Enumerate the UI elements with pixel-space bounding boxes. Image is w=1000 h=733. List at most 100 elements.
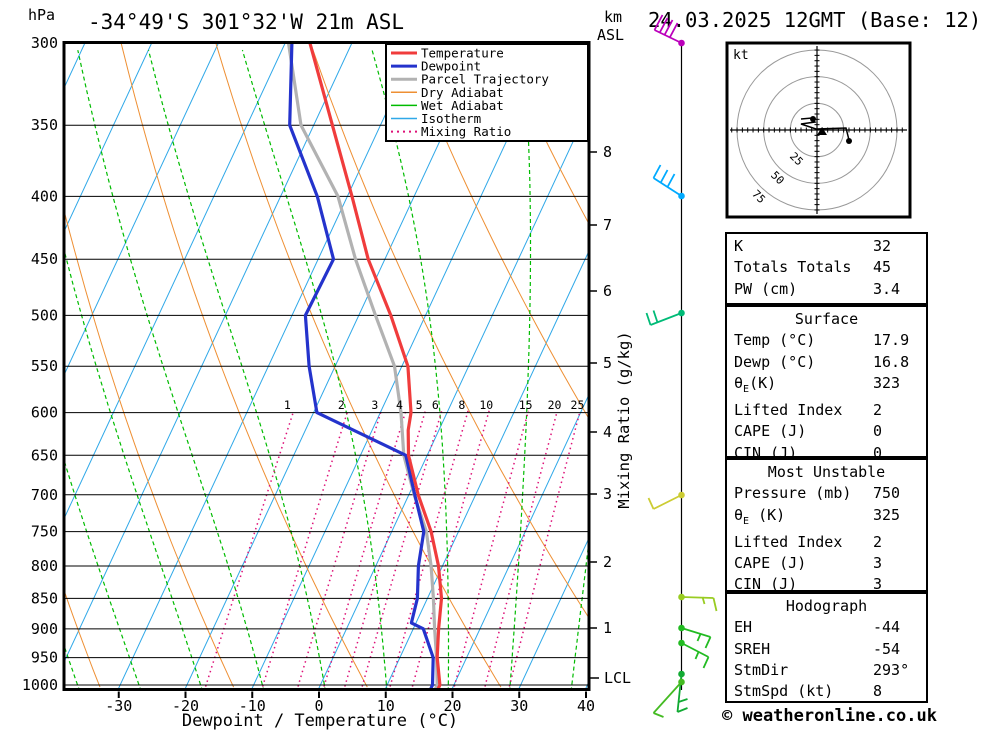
mixing-ratio-value-label: 5 bbox=[416, 398, 423, 412]
table-row: CAPE (J) 0 bbox=[727, 421, 926, 442]
wind-barb-segment bbox=[647, 497, 655, 510]
pressure-tick-label: 300 bbox=[31, 34, 58, 52]
profile-dewpoint bbox=[288, 43, 435, 690]
legend-label: Mixing Ratio bbox=[421, 124, 511, 139]
wind-barb-segment bbox=[668, 22, 679, 39]
hodograph-trace-dot bbox=[810, 116, 816, 122]
wind-barb bbox=[645, 309, 685, 326]
pressure-tick-labels: 300 350 400 450 500 550 600 650 700 750 800 850 900 9… bbox=[22, 34, 58, 694]
asl-axis-label: ASL bbox=[597, 26, 624, 44]
isotherm-line bbox=[65, 43, 286, 517]
mixing-ratio-value-label: 3 bbox=[371, 398, 378, 412]
dry-adiabat-line bbox=[65, 214, 235, 688]
pressure-tick-label: 350 bbox=[31, 116, 58, 134]
skewt-background-lines bbox=[65, 43, 588, 690]
table-row-value: 0 bbox=[873, 422, 883, 441]
temperature-tick-label: -10 bbox=[239, 697, 266, 715]
table-row: SREH -54 bbox=[727, 639, 926, 660]
table-row: Pressure (mb) 750 bbox=[727, 483, 926, 504]
table-row-value: -44 bbox=[873, 618, 901, 637]
mixing-ratio-line bbox=[322, 410, 407, 690]
table-row: PW (cm) 3.4 bbox=[727, 279, 926, 300]
table-row-label: Lifted Index bbox=[734, 532, 843, 551]
table-row: Lifted Index 2 bbox=[727, 400, 926, 421]
wind-barb-segment bbox=[652, 681, 683, 714]
wind-barb-dot bbox=[678, 309, 685, 317]
table-row-label: θE(K) bbox=[734, 373, 777, 395]
km-tick-label: 1 bbox=[603, 619, 612, 637]
wind-barb-segment bbox=[694, 651, 700, 660]
table-row: Temp (°C) 17.9 bbox=[727, 330, 926, 351]
table-row: StmSpd (kt) 8 bbox=[727, 681, 926, 702]
mixing-ratio-value-label: 15 bbox=[519, 398, 533, 412]
wind-barb-segment bbox=[658, 17, 669, 34]
wind-barb bbox=[676, 670, 688, 713]
table-row-label: PW (cm) bbox=[734, 279, 798, 298]
table-row-value: 0 bbox=[873, 443, 883, 462]
temperature-tick-label: -30 bbox=[105, 697, 132, 715]
wind-barb bbox=[647, 491, 685, 510]
table-row-label: Pressure (mb) bbox=[734, 484, 852, 503]
wind-barb-segment bbox=[650, 312, 682, 326]
wind-barb-segment bbox=[712, 597, 718, 612]
wet-adiabat-line bbox=[570, 548, 588, 690]
mixing-ratio-axis-label: Mixing Ratio (g/kg) bbox=[615, 331, 633, 508]
mixing-ratio-line bbox=[507, 410, 581, 690]
table-row-value: 2 bbox=[873, 532, 883, 551]
wind-barb bbox=[652, 164, 685, 200]
date-title: 24.03.2025 12GMT (Base: 12) bbox=[648, 8, 981, 32]
table-row-value: 45 bbox=[873, 258, 892, 277]
table-row: θE (K) 325 bbox=[727, 505, 926, 532]
wind-barb-dot bbox=[678, 192, 685, 200]
table-row: EH -44 bbox=[727, 617, 926, 638]
isotherm-line bbox=[384, 252, 588, 690]
temperature-tick-label: 0 bbox=[314, 697, 323, 715]
wet-adiabat-line bbox=[147, 49, 326, 690]
pressure-tick-label: 750 bbox=[31, 523, 58, 541]
pressure-tick-label: 1000 bbox=[22, 676, 58, 694]
km-tick-label: 5 bbox=[603, 354, 612, 372]
mixing-ratio-value-label: 25 bbox=[571, 398, 585, 412]
pressure-tick-label: 850 bbox=[31, 589, 58, 607]
temperature-tick-label: 20 bbox=[443, 697, 461, 715]
pressure-tick-label: 550 bbox=[31, 357, 58, 375]
table-row-label: EH bbox=[734, 618, 753, 637]
wet-adiabat-line bbox=[65, 462, 142, 690]
wind-barb-dot bbox=[678, 491, 685, 499]
km-tick-label: 7 bbox=[603, 216, 612, 234]
dry-adiabat-line bbox=[120, 43, 368, 688]
table-row-label: CIN (J) bbox=[734, 443, 798, 462]
table-title: Surface bbox=[794, 310, 859, 328]
temperature-tick-label: 10 bbox=[377, 697, 395, 715]
pressure-tick-label: 600 bbox=[31, 404, 58, 422]
wind-barb bbox=[678, 639, 710, 669]
wind-barb-dot bbox=[678, 593, 685, 601]
isotherm-line bbox=[65, 43, 353, 661]
legend-label: Wet Adiabat bbox=[421, 98, 504, 113]
pressure-tick-label: 650 bbox=[31, 446, 58, 464]
table-row-value: 293° bbox=[873, 660, 910, 679]
table-row: K 32 bbox=[727, 236, 926, 257]
table-row-value: 3 bbox=[873, 554, 883, 573]
table-row-label: θE (K) bbox=[734, 505, 786, 527]
mixing-ratio-value-label: 8 bbox=[458, 398, 465, 412]
isotherm-line bbox=[451, 396, 588, 690]
table-row-label: Totals Totals bbox=[734, 258, 852, 277]
wind-barb-segment bbox=[653, 712, 664, 718]
wind-barb bbox=[653, 14, 685, 47]
table-row-value: 8 bbox=[873, 682, 883, 701]
wind-barb bbox=[652, 678, 685, 718]
lcl-label: LCL bbox=[604, 669, 631, 687]
wind-barb-segment bbox=[652, 310, 659, 323]
table-row: Totals Totals 45 bbox=[727, 257, 926, 278]
mixing-ratio-value-label: 10 bbox=[479, 398, 493, 412]
isotherm-line bbox=[517, 540, 588, 690]
pressure-tick-label: 700 bbox=[31, 486, 58, 504]
table-row-value: 750 bbox=[873, 484, 901, 503]
pressure-tick-label: 800 bbox=[31, 557, 58, 575]
copyright-text: © weatheronline.co.uk bbox=[722, 706, 937, 726]
